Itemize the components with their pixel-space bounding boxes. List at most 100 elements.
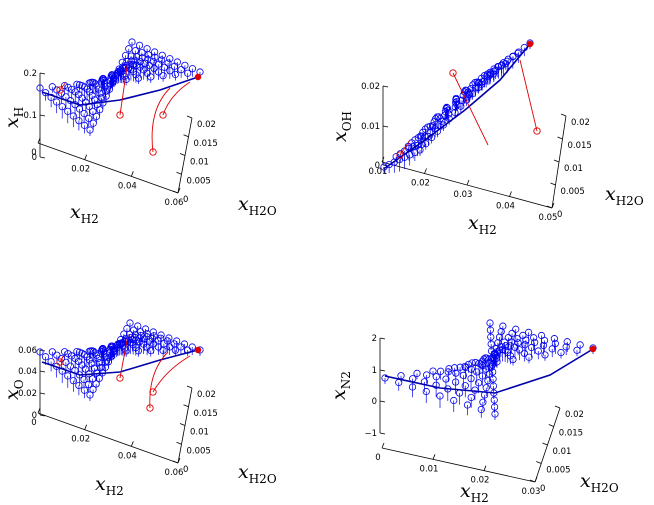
trajectory-line	[152, 355, 191, 393]
data-point	[460, 88, 469, 96]
data-point	[36, 348, 44, 356]
data-point	[102, 92, 110, 100]
y-tick-mark	[176, 171, 182, 175]
data-point	[57, 89, 66, 97]
data-point	[482, 73, 490, 81]
data-point	[499, 322, 507, 330]
data-point	[100, 354, 109, 362]
x-tick-mark	[84, 424, 88, 430]
data-point	[115, 65, 123, 73]
data-point	[381, 374, 389, 382]
data-point	[47, 93, 55, 101]
data-point	[474, 78, 483, 87]
data-point	[75, 117, 83, 125]
trajectory-start-point	[533, 127, 541, 135]
y-tick-mark	[546, 205, 553, 209]
data-point	[525, 353, 533, 361]
data-point	[73, 80, 81, 88]
data-point	[531, 338, 539, 347]
data-point	[84, 380, 93, 389]
z-tick-mark	[379, 432, 386, 435]
x-axis-label: xH2	[95, 473, 124, 498]
data-point	[80, 83, 89, 91]
data-point	[134, 322, 142, 330]
data-point	[422, 387, 430, 396]
y-tick-mark	[176, 441, 182, 445]
data-point	[173, 58, 181, 66]
data-point	[488, 354, 496, 362]
data-point	[106, 77, 114, 85]
data-point	[121, 337, 129, 345]
data-point	[128, 38, 136, 46]
y-tick-mark	[554, 405, 561, 409]
data-point	[64, 350, 72, 358]
data-point	[160, 63, 168, 71]
data-point	[64, 107, 72, 115]
data-point	[461, 382, 469, 390]
data-point	[125, 330, 134, 338]
y-tick-mark	[179, 423, 186, 426]
data-point	[181, 61, 189, 69]
z-tick-mark	[39, 392, 46, 395]
data-point	[468, 90, 477, 98]
x-tick-mark	[551, 202, 555, 209]
data-point	[541, 351, 549, 359]
y-tick-mark	[186, 115, 193, 119]
data-point	[485, 72, 493, 80]
data-point	[504, 348, 512, 357]
data-point	[475, 379, 483, 387]
data-point	[512, 325, 520, 333]
panel-x-oh: 0.010.020.030.040.05 00.0050.010.0150.020…	[329, 39, 644, 237]
data-point	[463, 96, 471, 104]
data-point	[450, 364, 459, 372]
data-point	[539, 341, 548, 350]
data-point	[445, 365, 453, 373]
data-point	[143, 45, 151, 53]
data-point	[451, 108, 459, 117]
manifold-curve	[41, 76, 199, 106]
data-point	[125, 45, 133, 53]
y-tick-mark	[172, 460, 179, 464]
trajectory-line	[452, 72, 489, 146]
data-point	[130, 326, 138, 334]
z-tick-mark	[382, 125, 389, 128]
x-tick-label: 0	[31, 148, 36, 158]
data-point	[444, 106, 452, 114]
x-tick-label: 0.05	[539, 213, 558, 223]
x-tick-mark	[177, 457, 181, 464]
data-point	[506, 342, 514, 350]
manifold-curve	[384, 348, 594, 394]
z-axis-label: xN2	[328, 371, 353, 400]
data-point	[487, 333, 495, 341]
data-point	[444, 368, 452, 376]
data-point	[450, 396, 458, 405]
data-point	[456, 363, 464, 371]
z-tick-label: 0	[32, 411, 37, 421]
y-tick-label: 0.005	[546, 466, 570, 476]
data-point	[151, 48, 159, 56]
data-point	[473, 368, 481, 376]
y-tick-mark	[557, 136, 563, 140]
data-point	[471, 358, 480, 367]
x-tick-label: 0.03	[454, 190, 473, 200]
data-point	[497, 62, 506, 70]
y-tick-label: 0.01	[190, 158, 209, 168]
y-tick-label: 0	[183, 465, 188, 475]
y-tick-label: 0	[540, 484, 545, 494]
data-point	[107, 74, 115, 82]
data-point	[442, 375, 450, 383]
z-tick-label: 1	[372, 366, 377, 376]
trajectory-start-point	[149, 148, 157, 156]
data-point	[487, 347, 496, 355]
panel-x-o: 00.020.040.06 00.0050.010.0150.0200.020.0…	[1, 319, 277, 498]
data-point	[504, 334, 512, 342]
data-point	[89, 107, 97, 116]
data-point	[164, 59, 172, 67]
y-tick-label: 0.015	[194, 139, 218, 149]
y-tick-mark	[186, 385, 193, 389]
data-point	[138, 49, 146, 57]
x-tick-label: 0	[375, 453, 380, 463]
x-tick-label: 0.01	[420, 464, 439, 474]
data-point	[436, 392, 444, 400]
x-axis-label: xH2	[468, 212, 497, 237]
